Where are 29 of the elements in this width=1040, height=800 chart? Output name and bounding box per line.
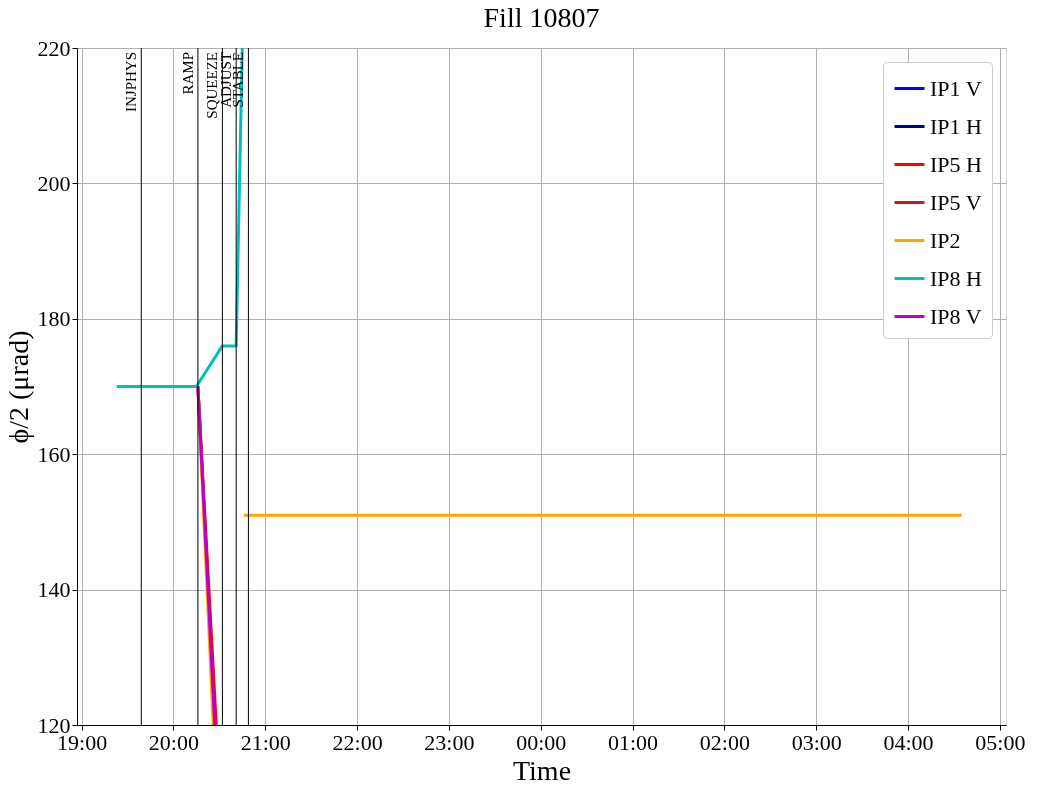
y-tick-label: 220	[37, 35, 71, 61]
x-tick-label: 23:00	[424, 729, 475, 755]
legend-label: IP1 H	[930, 113, 983, 139]
legend-label: IP8 V	[930, 303, 982, 329]
ref-line-label: STABLE	[230, 52, 247, 108]
x-tick-label: 05:00	[975, 729, 1026, 755]
legend-label: IP8 H	[930, 265, 983, 291]
legend-label: IP5 V	[930, 189, 982, 215]
x-tick-label: 22:00	[332, 729, 383, 755]
x-tick-label: 21:00	[240, 729, 291, 755]
x-tick-label: 20:00	[148, 729, 199, 755]
legend-label: IP5 H	[930, 151, 983, 177]
y-axis-title: ϕ/2 (μrad)	[2, 330, 34, 444]
x-axis-title: Time	[512, 754, 572, 786]
x-tick-label: 03:00	[791, 729, 842, 755]
y-tick-label: 180	[37, 306, 71, 332]
legend-label: IP1 V	[930, 75, 982, 101]
ref-line-label: RAMP	[179, 52, 196, 95]
legend-label: IP2	[930, 227, 961, 253]
x-tick-label: 02:00	[699, 729, 750, 755]
ref-line-label: SQUEEZE	[204, 52, 221, 119]
ref-line-label: INJPHYS	[123, 52, 140, 113]
y-tick-label: 200	[37, 170, 71, 196]
x-tick-label: 00:00	[516, 729, 567, 755]
x-tick-label: 01:00	[608, 729, 659, 755]
y-tick-label: 160	[37, 441, 71, 467]
y-tick-label: 140	[37, 577, 71, 603]
chart-title: Fill 10807	[483, 2, 600, 33]
x-tick-label: 04:00	[883, 729, 934, 755]
